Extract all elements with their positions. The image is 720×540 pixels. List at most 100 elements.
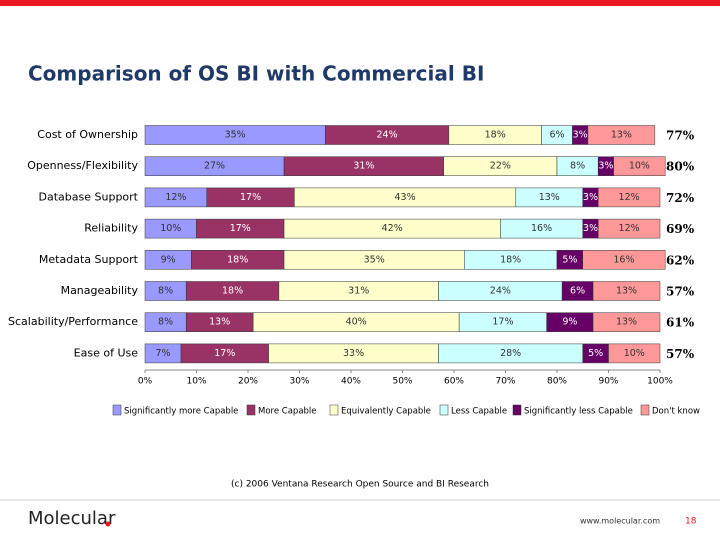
category-label: Openness/Flexibility [27, 159, 138, 172]
value-label: 18% [222, 286, 243, 297]
x-tick-label: 10% [186, 377, 206, 387]
top-band [0, 0, 720, 6]
category-label: Manageability [61, 284, 139, 297]
legend-label: Less Capable [451, 407, 507, 417]
value-label: 18% [500, 254, 521, 265]
legend-label: More Capable [258, 407, 317, 417]
value-label: 35% [225, 130, 246, 141]
value-label: 10% [160, 223, 181, 234]
value-label: 7% [155, 348, 170, 359]
value-label: 8% [570, 161, 585, 172]
legend-label: Significantly more Capable [124, 407, 238, 417]
legend-label: Equivalently Capable [341, 407, 431, 417]
value-label: 3% [573, 130, 588, 141]
bar-segment [597, 187, 661, 208]
value-label: 10% [624, 348, 645, 359]
value-label: 12% [619, 192, 640, 203]
category-label: Scalability/Performance [8, 315, 138, 328]
brand-dot [105, 521, 111, 527]
x-tick-label: 70% [495, 377, 515, 387]
value-label: 13% [616, 286, 637, 297]
value-label: 8% [158, 286, 173, 297]
value-label: 35% [364, 254, 385, 265]
value-label: 28% [500, 348, 521, 359]
legend-label: Don't know [652, 407, 700, 417]
value-label: 24% [376, 130, 397, 141]
value-label: 18% [227, 254, 248, 265]
value-label: 31% [353, 161, 374, 172]
legend-swatch [439, 404, 449, 416]
x-tick-label: 0% [138, 377, 153, 387]
category-label: Database Support [39, 190, 139, 203]
page-number: 18 [685, 517, 697, 527]
source-note: (c) 2006 Ventana Research Open Source an… [231, 480, 489, 490]
value-label: 13% [611, 130, 632, 141]
total-label: 72% [666, 191, 695, 205]
legend-swatch [246, 404, 256, 416]
value-label: 13% [209, 317, 230, 328]
value-label: 33% [343, 348, 364, 359]
total-label: 69% [666, 222, 695, 236]
bar-segment [587, 125, 656, 145]
total-label: 57% [666, 347, 695, 361]
value-label: 5% [562, 254, 577, 265]
bar-segment [608, 343, 661, 364]
category-label: Ease of Use [74, 346, 139, 359]
value-label: 40% [346, 317, 367, 328]
value-label: 10% [629, 161, 650, 172]
x-tick-label: 20% [238, 377, 258, 387]
value-label: 3% [583, 223, 598, 234]
x-tick-label: 90% [598, 377, 618, 387]
value-label: 5% [588, 348, 603, 359]
bar-segment [592, 312, 661, 332]
value-label: 18% [485, 130, 506, 141]
category-label: Cost of Ownership [37, 128, 138, 141]
x-tick-label: 50% [392, 377, 412, 387]
value-label: 9% [562, 317, 577, 328]
value-label: 6% [549, 130, 564, 141]
bar-segment [592, 281, 661, 301]
legend-swatch [329, 404, 339, 416]
total-label: 61% [666, 316, 695, 330]
total-label: 80% [666, 160, 695, 174]
x-tick-label: 60% [444, 377, 464, 387]
legend-swatch [512, 404, 522, 416]
value-label: 13% [616, 317, 637, 328]
total-label: 77% [666, 129, 695, 143]
value-label: 17% [492, 317, 513, 328]
value-label: 24% [490, 286, 511, 297]
x-tick-label: 40% [341, 377, 361, 387]
value-label: 3% [598, 161, 613, 172]
value-label: 16% [531, 223, 552, 234]
value-label: 31% [348, 286, 369, 297]
value-label: 13% [539, 192, 560, 203]
value-label: 17% [214, 348, 235, 359]
value-label: 17% [240, 192, 261, 203]
value-label: 8% [158, 317, 173, 328]
value-label: 6% [570, 286, 585, 297]
value-label: 12% [619, 223, 640, 234]
total-label: 62% [666, 253, 695, 267]
brand: Molecular [28, 508, 116, 529]
chart-title: Comparison of OS BI with Commercial BI [28, 62, 484, 86]
bar-segment [597, 218, 661, 239]
bar-segment [613, 156, 666, 176]
legend-swatch [640, 404, 650, 416]
value-label: 42% [382, 223, 403, 234]
category-label: Reliability [84, 222, 138, 235]
category-label: Metadata Support [39, 253, 139, 266]
value-label: 17% [230, 223, 251, 234]
value-label: 43% [395, 192, 416, 203]
value-label: 22% [490, 161, 511, 172]
value-label: 16% [613, 254, 634, 265]
value-label: 12% [165, 192, 186, 203]
x-tick-label: 30% [289, 377, 309, 387]
bar-segment [582, 250, 666, 270]
x-tick-label: 100% [647, 377, 673, 387]
legend-swatch [112, 404, 122, 416]
value-label: 27% [204, 161, 225, 172]
x-tick-label: 80% [547, 377, 567, 387]
legend-label: Significantly less Capable [524, 407, 633, 417]
